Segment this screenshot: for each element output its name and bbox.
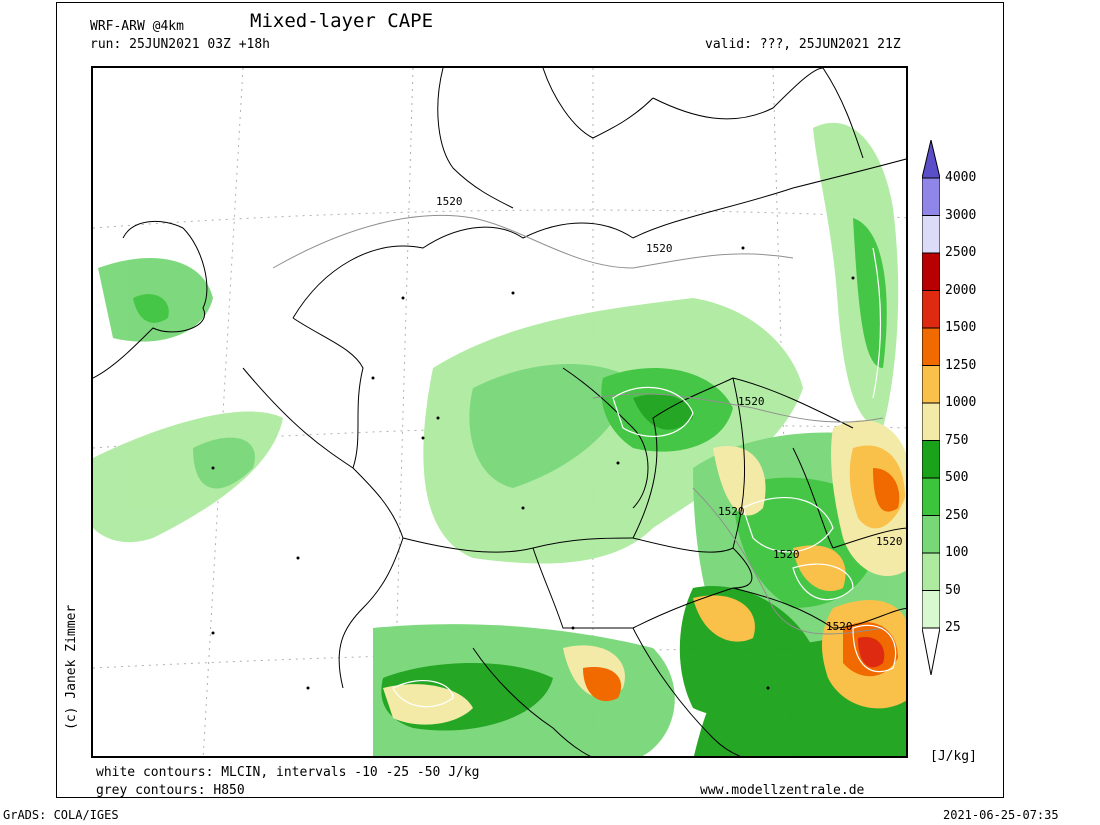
colorbar-bottom-triangle [922, 627, 940, 675]
copyright-label: (c) Janek Zimmer [64, 604, 79, 730]
colorbar-tick-label: 4000 [945, 170, 977, 185]
contour-label: 1520 [876, 535, 903, 548]
contour-label-group: 1520 1520 1520 1520 1520 1520 1520 [436, 195, 903, 633]
colorbar-tick-label: 750 [945, 432, 969, 448]
colorbar-block [922, 290, 940, 329]
grads-label: GrADS: COLA/IGES [3, 808, 119, 822]
colorbar-tick-label: 100 [945, 545, 969, 560]
colorbar-block [922, 515, 940, 554]
colorbar-top-triangle [922, 140, 940, 179]
colorbar-tick-label: 25 [945, 620, 961, 635]
colorbar-unit: [J/kg] [930, 749, 977, 764]
run-label: run: 25JUN2021 03Z +18h [90, 37, 271, 52]
cape-shading [93, 122, 906, 756]
colorbar-tick-label: 2500 [945, 245, 977, 260]
white-contours-legend: white contours: MLCIN, intervals -10 -25… [96, 765, 480, 780]
contour-label: 1520 [436, 195, 463, 208]
colorbar-block [922, 252, 940, 291]
contour-label: 1520 [646, 242, 673, 255]
colorbar-tick-label: 250 [945, 507, 969, 523]
colorbar-tick-label: 1500 [945, 320, 977, 335]
colorbar-block [922, 590, 940, 629]
model-label: WRF-ARW @4km [90, 19, 184, 34]
colorbar-block [922, 365, 940, 404]
timestamp-label: 2021-06-25-07:35 [943, 808, 1059, 822]
borders [93, 68, 906, 756]
contour-label: 1520 [738, 395, 765, 408]
colorbar-tick-label: 50 [945, 582, 961, 598]
cape-map: 1520 1520 1520 1520 1520 1520 1520 [91, 66, 908, 758]
valid-label: valid: ???, 25JUN2021 21Z [705, 37, 901, 52]
station-dots [211, 246, 855, 690]
colorbar-block [922, 440, 940, 479]
colorbar-tick-label: 1250 [945, 357, 977, 373]
colorbar-block [922, 477, 940, 516]
contour-label: 1520 [718, 505, 745, 518]
contour-label: 1520 [826, 620, 853, 633]
website-label: www.modellzentrale.de [700, 783, 865, 798]
colorbar-block [922, 215, 940, 254]
colorbar-tick-label: 1000 [945, 395, 977, 410]
colorbar-block [922, 177, 940, 216]
colorbar-block [922, 552, 940, 591]
map-canvas: 1520 1520 1520 1520 1520 1520 1520 [93, 68, 906, 756]
colorbar-tick-label: 2000 [945, 282, 977, 298]
colorbar [922, 140, 940, 675]
colorbar-block [922, 327, 940, 366]
grey-contours-legend: grey contours: H850 [96, 783, 245, 798]
colorbar-tick-label: 500 [945, 470, 969, 485]
map-title: Mixed-layer CAPE [250, 10, 434, 32]
colorbar-block [922, 402, 940, 441]
cape-high-shading [383, 420, 906, 725]
colorbar-tick-label: 3000 [945, 207, 977, 223]
figure-frame [56, 2, 1004, 798]
mlcin-contours [392, 247, 897, 708]
h850-contours [272, 215, 884, 635]
contour-label: 1520 [773, 548, 800, 561]
